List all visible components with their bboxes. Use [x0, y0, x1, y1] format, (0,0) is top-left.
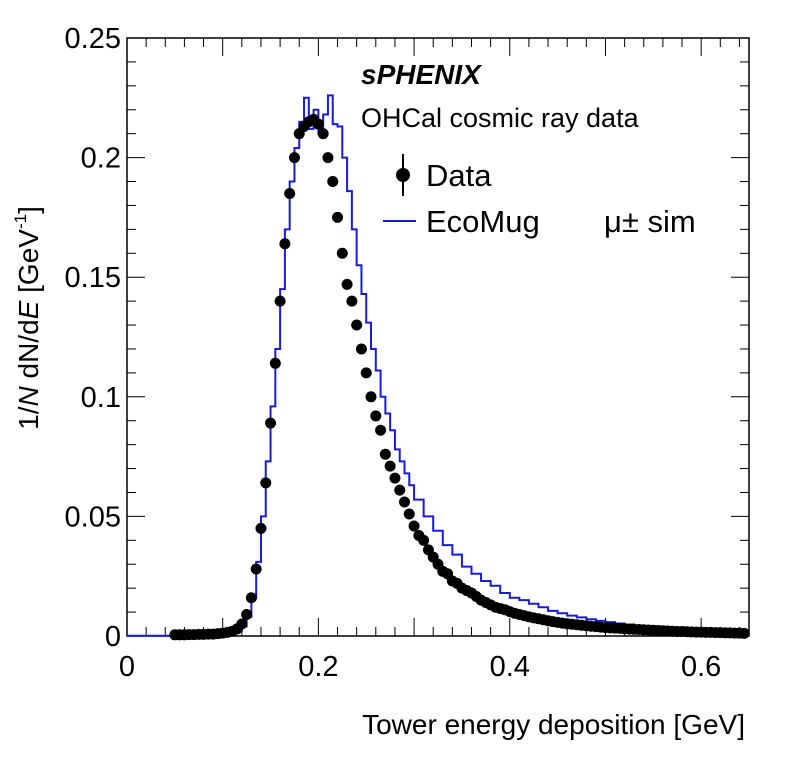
x-tick-label: 0.6 [681, 651, 721, 683]
x-tick-label: 0 [119, 651, 135, 683]
y-tick-label: 0.1 [81, 382, 121, 414]
data-point [327, 176, 339, 188]
data-point [394, 484, 406, 496]
data-point [384, 460, 396, 472]
data-point [250, 563, 262, 575]
data-point [738, 627, 750, 639]
data-point [389, 472, 401, 484]
data-point [355, 343, 367, 355]
x-tick-label: 0.4 [490, 651, 530, 683]
experiment-label: sPHENIX [361, 59, 483, 90]
data-point [403, 508, 415, 520]
legend-sim-label: EcoMug [426, 204, 540, 239]
data-point [279, 238, 291, 250]
data-point [241, 608, 253, 620]
data-point [255, 522, 267, 534]
y-tick-labels: 0 0.05 0.1 0.15 0.2 0.25 [65, 23, 121, 653]
x-tick-labels: 0 0.2 0.4 0.6 [119, 651, 721, 683]
data-point [408, 520, 420, 532]
data-point [399, 496, 411, 508]
data-point [370, 410, 382, 422]
y-tick-label: 0 [105, 621, 121, 653]
data-point [236, 618, 248, 630]
data-point [322, 152, 334, 164]
data-point [351, 319, 363, 331]
data-point [269, 357, 281, 369]
y-axis-title: 1/N dN/dE [GeV-1] [11, 206, 44, 430]
data-point [336, 247, 348, 259]
data-point [274, 295, 286, 307]
x-axis-title: Tower energy deposition [GeV] [362, 709, 745, 740]
data-point [245, 592, 257, 604]
data-point [288, 152, 300, 164]
data-point [284, 187, 296, 199]
y-tick-label: 0.2 [81, 143, 121, 175]
y-tick-label: 0.05 [65, 501, 121, 533]
data-point [360, 367, 372, 379]
data-point [365, 391, 377, 403]
data-point [317, 128, 329, 140]
data-point [375, 424, 387, 436]
data-point [346, 295, 358, 307]
data-point [332, 211, 344, 223]
legend: Data EcoMug μ± sim [383, 154, 696, 239]
data-point [341, 278, 353, 290]
data-point [379, 448, 391, 460]
plot-frame [126, 37, 750, 637]
data-point [312, 118, 324, 130]
dataset-label: OHCal cosmic ray data [361, 103, 640, 133]
data-point [260, 477, 272, 489]
legend-sim-suffix: μ± sim [604, 204, 696, 239]
x-tick-label: 0.2 [298, 651, 338, 683]
data-points [169, 113, 750, 641]
legend-data-marker [396, 168, 410, 182]
data-point [265, 417, 277, 429]
y-tick-label: 0.15 [65, 262, 121, 294]
legend-data-label: Data [426, 158, 492, 193]
data-point [418, 534, 430, 546]
y-tick-label: 0.25 [65, 23, 121, 55]
